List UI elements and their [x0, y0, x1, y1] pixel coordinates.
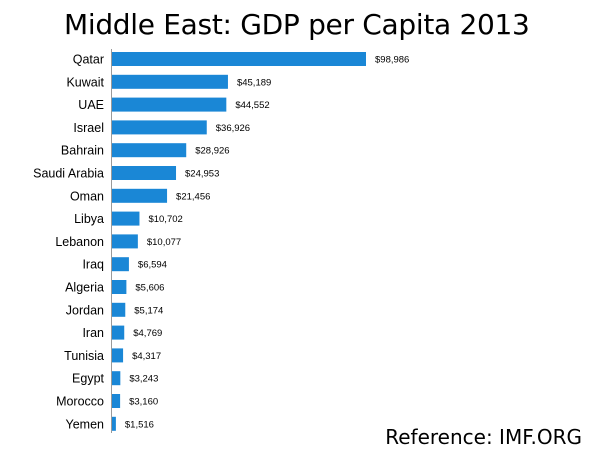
data-label: $3,160 — [129, 397, 158, 408]
category-label: Egypt — [72, 372, 104, 386]
data-label: $1,516 — [125, 419, 154, 430]
data-label: $44,552 — [235, 100, 269, 111]
category-label: Lebanon — [55, 235, 104, 249]
data-label: $10,077 — [147, 237, 181, 248]
data-label: $28,926 — [195, 146, 229, 157]
bar — [112, 234, 138, 249]
bar — [112, 280, 127, 294]
category-label: UAE — [78, 98, 104, 112]
category-label: Jordan — [66, 303, 104, 317]
data-label: $5,174 — [134, 305, 163, 316]
category-label: Kuwait — [66, 75, 104, 89]
category-label: Algeria — [65, 281, 104, 295]
data-label: $36,926 — [216, 123, 250, 134]
bar — [112, 74, 228, 89]
category-label: Iraq — [82, 258, 104, 272]
category-label: Bahrain — [61, 144, 104, 158]
data-label: $4,317 — [132, 351, 161, 362]
data-label: $24,953 — [185, 169, 219, 180]
bar — [112, 97, 227, 112]
bar — [112, 188, 168, 203]
category-label: Tunisia — [64, 349, 104, 363]
bar — [112, 325, 125, 340]
bar — [112, 120, 207, 135]
data-label: $10,702 — [148, 214, 182, 225]
category-label: Israel — [73, 121, 104, 135]
chart-title: Middle East: GDP per Capita 2013 — [64, 8, 530, 41]
data-label: $4,769 — [133, 328, 162, 339]
reference-note: Reference: IMF.ORG — [385, 425, 582, 449]
category-label: Yemen — [66, 417, 105, 431]
bars: Qatar $98,986 Kuwait $45,189 UAE $44,552 Israe… — [33, 52, 409, 431]
bar — [112, 416, 116, 431]
bar — [112, 143, 187, 158]
category-label: Libya — [74, 212, 104, 226]
category-label: Saudi Arabia — [33, 167, 104, 181]
bar — [112, 371, 121, 386]
data-label: $98,986 — [375, 55, 409, 66]
data-label: $21,456 — [176, 191, 210, 202]
bar — [112, 166, 177, 180]
bar — [112, 257, 129, 272]
category-label: Morocco — [56, 395, 104, 409]
bar — [112, 211, 140, 226]
data-label: $45,189 — [237, 77, 271, 88]
bar — [112, 348, 124, 363]
data-label: $3,243 — [129, 374, 158, 385]
data-label: $6,594 — [138, 260, 167, 271]
category-label: Qatar — [73, 53, 104, 67]
bar — [112, 302, 126, 317]
bar — [112, 394, 121, 408]
data-label: $5,606 — [135, 283, 164, 294]
category-label: Oman — [70, 189, 104, 203]
bar — [112, 52, 366, 66]
category-label: Iran — [82, 326, 104, 340]
